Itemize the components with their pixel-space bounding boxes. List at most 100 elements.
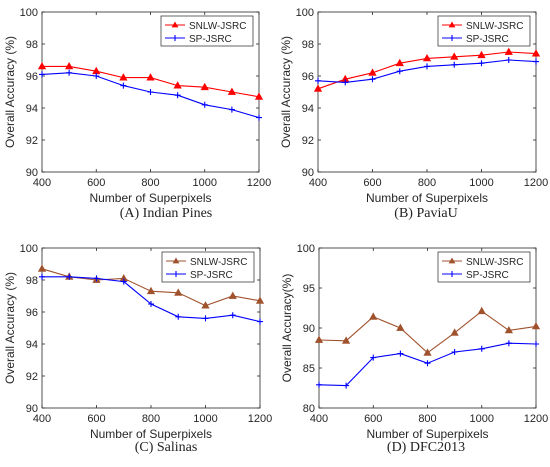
data-point-snlw-jsrc	[422, 53, 432, 62]
data-point-snlw-jsrc	[200, 82, 209, 91]
y-tick-label: 96	[26, 71, 38, 83]
data-point-sp-jsrc	[342, 79, 349, 86]
y-tick-label: 95	[303, 283, 315, 295]
x-axis-label: Number of Superpixels	[90, 427, 212, 441]
legend-marker-snlw-jsrc	[448, 257, 456, 264]
x-tick-label: 1200	[247, 177, 271, 189]
data-point-sp-jsrc	[147, 89, 154, 95]
data-point-snlw-jsrc	[395, 58, 404, 67]
x-tick-label: 1000	[469, 177, 493, 189]
y-tick-label: 90	[303, 323, 315, 335]
legend-box	[161, 251, 255, 283]
panel-c: 90 92 94 96 98 100 400 600 800 1000 1200 Number of …	[3, 243, 272, 441]
y-tick-label: 96	[302, 71, 314, 83]
y-tick-label: 92	[302, 135, 314, 147]
data-point-sp-jsrc	[39, 273, 45, 280]
legend: SNLW-JSRC SP-JSRC	[437, 15, 531, 47]
x-axis-label: Number of Superpixels	[89, 191, 211, 205]
x-tick-label: 800	[418, 413, 436, 425]
data-point-sp-jsrc	[424, 63, 430, 70]
legend-label-snlw-jsrc: SNLW-JSRC	[190, 257, 247, 268]
data-point-sp-jsrc	[120, 278, 127, 285]
data-point-snlw-jsrc	[65, 61, 74, 70]
x-tick-label: 400	[310, 413, 328, 425]
data-point-snlw-jsrc	[396, 323, 405, 331]
x-tick-label: 800	[142, 413, 160, 425]
x-tick-label: 1000	[193, 177, 217, 189]
legend-box	[160, 15, 254, 47]
data-point-sp-jsrc	[369, 76, 376, 83]
data-point-sp-jsrc	[505, 57, 512, 63]
y-tick-label: 100	[20, 243, 38, 255]
data-point-sp-jsrc	[533, 58, 539, 65]
x-tick-label: 800	[418, 177, 436, 189]
data-point-sp-jsrc	[397, 350, 404, 357]
data-point-snlw-jsrc	[174, 288, 183, 296]
x-tick-label: 600	[364, 413, 382, 425]
x-axis-label: Number of Superpixels	[366, 191, 488, 205]
data-point-snlw-jsrc	[173, 81, 182, 89]
data-point-snlw-jsrc	[369, 312, 378, 320]
data-point-snlw-jsrc	[531, 49, 541, 57]
data-point-sp-jsrc	[315, 77, 321, 84]
data-point-sp-jsrc	[451, 61, 458, 68]
legend-box	[437, 251, 531, 283]
data-point-snlw-jsrc	[227, 87, 236, 95]
panel-d: 80 85 90 95 100 400 600 800 1000 1200 Number of Su…	[280, 243, 548, 441]
data-point-sp-jsrc	[175, 313, 182, 320]
data-point-snlw-jsrc	[450, 52, 459, 60]
y-tick-label: 96	[26, 307, 38, 319]
y-tick-label: 94	[302, 103, 314, 115]
data-point-snlw-jsrc	[37, 264, 47, 272]
legend-label-snlw-jsrc: SNLW-JSRC	[466, 257, 523, 268]
x-tick-label: 600	[87, 413, 105, 425]
y-tick-label: 98	[302, 39, 314, 51]
y-tick-label: 92	[26, 135, 38, 147]
data-point-sp-jsrc	[148, 301, 154, 307]
x-tick-label: 600	[87, 177, 105, 189]
legend-marker-snlw-jsrc	[172, 257, 180, 264]
legend-box	[437, 15, 531, 47]
data-point-sp-jsrc	[39, 71, 45, 78]
data-point-snlw-jsrc	[228, 291, 237, 299]
data-point-sp-jsrc	[93, 73, 100, 79]
legend: SNLW-JSRC SP-JSRC	[160, 15, 254, 47]
legend-marker-sp-jsrc	[449, 35, 455, 41]
data-point-sp-jsrc	[174, 92, 181, 99]
data-point-snlw-jsrc	[255, 296, 265, 304]
y-tick-label: 92	[26, 371, 38, 383]
data-point-sp-jsrc	[451, 349, 458, 355]
y-tick-label: 98	[26, 275, 38, 287]
y-tick-label: 80	[303, 403, 315, 415]
x-tick-label: 1000	[470, 413, 494, 425]
y-tick-label: 100	[297, 243, 315, 255]
y-tick-label: 98	[26, 39, 38, 51]
panel-caption-d: (D) DFC2013	[386, 440, 466, 455]
x-tick-label: 400	[33, 413, 51, 425]
y-tick-label: 94	[26, 103, 38, 115]
legend-label-sp-jsrc: SP-JSRC	[466, 270, 509, 281]
y-tick-label: 90	[26, 167, 38, 179]
y-tick-label: 90	[302, 167, 314, 179]
x-tick-label: 400	[309, 177, 327, 189]
legend-marker-sp-jsrc	[172, 35, 178, 41]
data-point-snlw-jsrc	[254, 92, 264, 100]
data-point-snlw-jsrc	[450, 328, 459, 336]
data-point-snlw-jsrc	[201, 301, 210, 309]
data-point-sp-jsrc	[201, 101, 208, 108]
data-point-snlw-jsrc	[37, 61, 47, 70]
data-point-snlw-jsrc	[342, 336, 351, 344]
data-point-snlw-jsrc	[146, 73, 155, 81]
data-point-sp-jsrc	[66, 273, 73, 280]
x-tick-label: 600	[363, 177, 381, 189]
data-point-snlw-jsrc	[368, 68, 377, 76]
data-point-sp-jsrc	[370, 354, 377, 361]
data-point-sp-jsrc	[424, 360, 431, 367]
legend-marker-snlw-jsrc	[448, 21, 456, 28]
y-tick-label: 85	[303, 363, 315, 375]
panel-caption-b: (B) PaviaU	[394, 206, 458, 221]
y-tick-label: 94	[26, 339, 38, 351]
legend-marker-sp-jsrc	[173, 271, 179, 277]
data-point-snlw-jsrc	[504, 325, 513, 334]
